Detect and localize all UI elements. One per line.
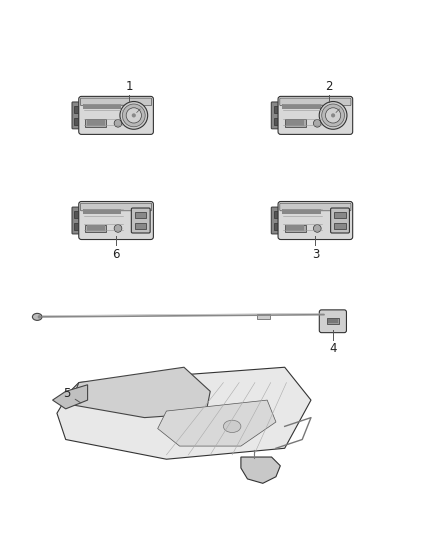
Text: 1: 1: [125, 80, 133, 93]
FancyBboxPatch shape: [280, 203, 351, 211]
FancyBboxPatch shape: [331, 208, 350, 233]
Bar: [334, 223, 346, 229]
Bar: [83, 104, 121, 109]
FancyBboxPatch shape: [319, 310, 346, 333]
Polygon shape: [57, 367, 311, 459]
Bar: [135, 223, 146, 229]
FancyBboxPatch shape: [72, 207, 82, 234]
Circle shape: [314, 119, 321, 127]
Bar: [257, 314, 270, 319]
FancyBboxPatch shape: [79, 201, 153, 239]
Text: 2: 2: [325, 80, 332, 93]
Bar: [273, 106, 280, 113]
Bar: [334, 212, 346, 219]
Polygon shape: [158, 400, 276, 446]
Bar: [74, 212, 81, 219]
Bar: [273, 223, 280, 230]
FancyBboxPatch shape: [278, 96, 353, 134]
FancyBboxPatch shape: [278, 201, 353, 239]
Bar: [327, 318, 339, 324]
Bar: [87, 120, 105, 126]
FancyBboxPatch shape: [81, 98, 152, 106]
Polygon shape: [53, 385, 88, 409]
Circle shape: [314, 224, 321, 232]
Circle shape: [126, 108, 141, 123]
Bar: [285, 224, 306, 232]
FancyBboxPatch shape: [131, 208, 150, 233]
Bar: [286, 120, 304, 126]
Circle shape: [114, 224, 122, 232]
FancyBboxPatch shape: [72, 102, 82, 129]
Circle shape: [114, 119, 122, 127]
Circle shape: [325, 108, 341, 123]
Text: 6: 6: [112, 248, 120, 261]
Bar: [87, 225, 105, 231]
FancyBboxPatch shape: [271, 102, 282, 129]
Text: 4: 4: [329, 342, 337, 356]
Bar: [273, 212, 280, 219]
Circle shape: [132, 114, 136, 117]
Bar: [283, 209, 321, 214]
Polygon shape: [241, 457, 280, 483]
Circle shape: [120, 101, 148, 130]
Text: 3: 3: [312, 248, 319, 261]
Circle shape: [123, 104, 145, 127]
FancyBboxPatch shape: [280, 98, 351, 106]
Bar: [85, 224, 106, 232]
FancyBboxPatch shape: [81, 203, 152, 211]
Bar: [286, 225, 304, 231]
Bar: [74, 106, 81, 113]
Bar: [74, 118, 81, 125]
Circle shape: [319, 101, 347, 130]
Polygon shape: [70, 367, 210, 418]
Bar: [273, 118, 280, 125]
FancyBboxPatch shape: [271, 207, 282, 234]
Bar: [74, 223, 81, 230]
Ellipse shape: [38, 315, 41, 319]
Bar: [135, 212, 146, 219]
Ellipse shape: [223, 420, 241, 432]
Bar: [83, 209, 121, 214]
Bar: [285, 119, 306, 127]
Circle shape: [322, 104, 344, 127]
Bar: [85, 119, 106, 127]
Ellipse shape: [32, 313, 42, 320]
Circle shape: [331, 114, 335, 117]
Bar: [283, 104, 321, 109]
Text: 5: 5: [63, 387, 81, 403]
FancyBboxPatch shape: [79, 96, 153, 134]
Bar: [328, 319, 338, 324]
